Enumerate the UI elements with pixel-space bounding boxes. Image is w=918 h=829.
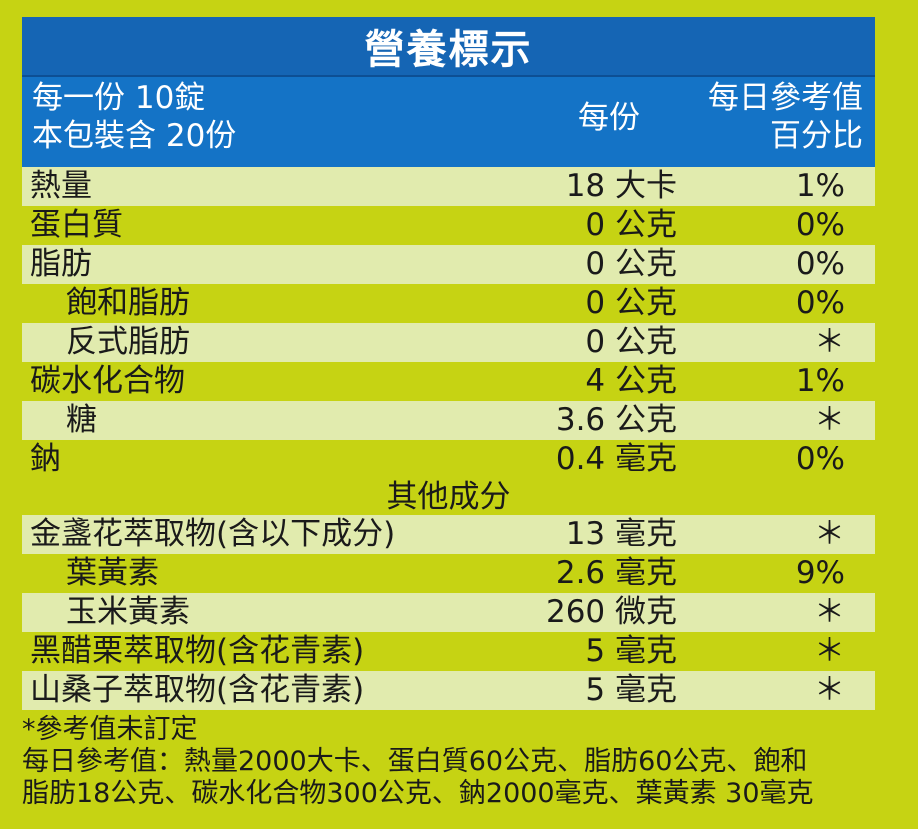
ingredient-row-marigold: 金盞花萃取物(含以下成分) 13 毫克 ＊	[22, 515, 875, 554]
nutrient-row-sugar: 糖 3.6 公克 ＊	[22, 401, 875, 440]
nutrient-row-trans-fat: 反式脂肪 0 公克 ＊	[22, 323, 875, 362]
nutrient-name: 反式脂肪	[66, 324, 190, 360]
footnote-undetermined: *參考值未訂定	[22, 714, 198, 745]
footnote-daily-values-continued: 脂肪18公克、碳水化合物300公克、鈉2000毫克、葉黃素 30毫克	[22, 778, 814, 809]
nutrient-row-energy: 熱量 18 大卡 1%	[22, 167, 875, 206]
nutrient-name: 碳水化合物	[30, 363, 185, 399]
servings-per-package: 本包裝含 20份	[32, 118, 237, 154]
per-serving-header: 每份	[578, 100, 640, 136]
nutrient-percent: ＊	[814, 324, 845, 360]
ingredient-row-blackcurrant: 黑醋栗萃取物(含花青素) 5 毫克 ＊	[22, 632, 875, 671]
ingredient-name: 黑醋栗萃取物(含花青素)	[30, 633, 365, 669]
nutrient-amount: 0.4 毫克	[555, 441, 677, 477]
nutrient-name: 脂肪	[30, 246, 92, 282]
serving-size: 每一份 10錠	[32, 80, 206, 116]
nutrient-amount: 4 公克	[585, 363, 677, 399]
nutrient-percent: 0%	[795, 441, 845, 477]
nutrient-table: 熱量 18 大卡 1% 蛋白質 0 公克 0% 脂肪 0 公克 0% 飽和脂肪 …	[22, 167, 875, 710]
nutrient-amount: 0 公克	[585, 246, 677, 282]
nutrient-amount: 18 大卡	[565, 168, 677, 204]
nutrient-name: 糖	[66, 402, 97, 438]
nutrient-percent: 0%	[795, 246, 845, 282]
nutrient-amount: 0 公克	[585, 285, 677, 321]
nutrient-percent: ＊	[814, 402, 845, 438]
title-bar: 營養標示	[22, 17, 875, 75]
ingredient-percent: ＊	[814, 633, 845, 669]
nutrient-name: 熱量	[30, 168, 92, 204]
nutrient-name: 蛋白質	[30, 207, 123, 243]
ingredient-name: 葉黃素	[66, 555, 159, 591]
nutrient-row-fat: 脂肪 0 公克 0%	[22, 245, 875, 284]
ingredient-percent: ＊	[814, 672, 845, 708]
other-ingredients-heading: 其他成分	[22, 479, 875, 515]
nutrient-percent: 0%	[795, 285, 845, 321]
nutrient-amount: 0 公克	[585, 324, 677, 360]
ingredient-name: 金盞花萃取物(含以下成分)	[30, 516, 396, 552]
nutrient-name: 飽和脂肪	[66, 285, 190, 321]
nutrient-row-sodium: 鈉 0.4 毫克 0%	[22, 440, 875, 479]
ingredient-row-zeaxanthin: 玉米黃素 260 微克 ＊	[22, 593, 875, 632]
nutrient-row-saturated-fat: 飽和脂肪 0 公克 0%	[22, 284, 875, 323]
ingredient-percent: 9%	[795, 555, 845, 591]
ingredient-amount: 5 毫克	[585, 672, 677, 708]
ingredient-row-bilberry: 山桑子萃取物(含花青素) 5 毫克 ＊	[22, 671, 875, 710]
nutrient-amount: 0 公克	[585, 207, 677, 243]
ingredient-row-lutein: 葉黃素 2.6 毫克 9%	[22, 554, 875, 593]
header-bar: 每一份 10錠 本包裝含 20份 每份 每日參考值 百分比	[22, 75, 875, 167]
ingredient-amount: 13 毫克	[565, 516, 677, 552]
label-title: 營養標示	[364, 27, 533, 73]
ingredient-percent: ＊	[814, 594, 845, 630]
footnotes: *參考值未訂定 每日參考值：熱量2000大卡、蛋白質60公克、脂肪60公克、飽和…	[22, 714, 902, 810]
nutrient-name: 鈉	[30, 441, 61, 477]
ingredient-name: 玉米黃素	[66, 594, 190, 630]
ingredient-amount: 2.6 毫克	[555, 555, 677, 591]
ingredient-amount: 5 毫克	[585, 633, 677, 669]
ingredient-name: 山桑子萃取物(含花青素)	[30, 672, 365, 708]
footnote-daily-values: 每日參考值：熱量2000大卡、蛋白質60公克、脂肪60公克、飽和	[22, 746, 808, 777]
nutrient-percent: 0%	[795, 207, 845, 243]
nutrient-row-protein: 蛋白質 0 公克 0%	[22, 206, 875, 245]
ingredient-amount: 260 微克	[545, 594, 677, 630]
nutrition-label: 營養標示 每一份 10錠 本包裝含 20份 每份 每日參考值 百分比 熱量 18…	[22, 17, 875, 710]
daily-value-header: 每日參考值	[708, 80, 863, 116]
ingredient-percent: ＊	[814, 516, 845, 552]
nutrient-amount: 3.6 公克	[555, 402, 677, 438]
nutrient-percent: 1%	[795, 363, 845, 399]
daily-value-percent-header: 百分比	[770, 118, 863, 154]
nutrient-percent: 1%	[795, 168, 845, 204]
nutrient-row-carbohydrate: 碳水化合物 4 公克 1%	[22, 362, 875, 401]
